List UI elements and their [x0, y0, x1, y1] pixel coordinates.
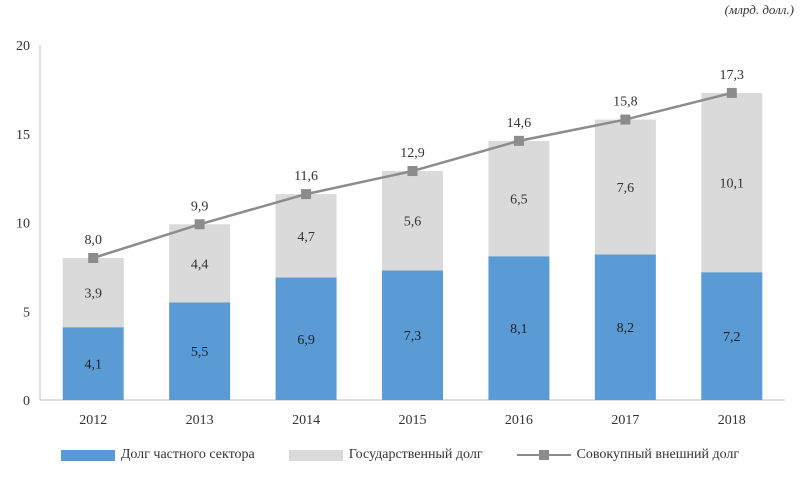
- total-point: [726, 87, 737, 98]
- x-axis: 2012 2013 2014 2015 2016 2017 2018: [40, 399, 785, 428]
- total-point: [513, 135, 524, 146]
- total-point: [194, 219, 205, 230]
- data-label-government: 4,7: [297, 230, 315, 245]
- y-tick-label: 20: [16, 39, 30, 54]
- data-label-government: 3,9: [84, 287, 102, 302]
- data-label-private: 5,5: [191, 345, 209, 360]
- legend-swatch-private: [60, 449, 115, 461]
- total-point: [301, 189, 312, 200]
- data-label-private: 8,1: [510, 322, 528, 337]
- legend-marker-total: [516, 449, 571, 461]
- x-tick-label: 2018: [718, 413, 746, 428]
- legend-label-private: Долг частного сектора: [120, 447, 255, 462]
- y-tick-label: 0: [23, 394, 30, 409]
- data-label-government: 10,1: [720, 177, 745, 192]
- total-point: [407, 166, 418, 177]
- data-label-government: 4,4: [191, 257, 209, 272]
- data-label-government: 7,6: [617, 181, 635, 196]
- x-tick-label: 2016: [505, 413, 533, 428]
- x-tick-label: 2015: [399, 413, 427, 428]
- data-label-total: 15,8: [613, 95, 638, 110]
- bar-private: [275, 277, 337, 400]
- data-label-total: 11,6: [294, 169, 318, 184]
- data-label-total: 12,9: [400, 146, 425, 161]
- bars: [62, 92, 763, 400]
- y-tick-label: 5: [23, 305, 30, 320]
- bar-government: [382, 171, 443, 271]
- data-label-private: 4,1: [84, 358, 102, 373]
- y-tick-label: 15: [16, 128, 30, 143]
- bar-private: [488, 256, 550, 400]
- y-tick-label: 10: [16, 217, 30, 232]
- x-tick-label: 2013: [186, 413, 214, 428]
- bar-government: [62, 258, 124, 328]
- y-axis: 0 5 10 15 20: [16, 39, 41, 409]
- legend-label-government: Государственный долг: [348, 447, 483, 462]
- total-point: [88, 253, 99, 263]
- bar-government: [594, 119, 656, 255]
- bar-private: [594, 254, 656, 400]
- data-label-total: 8,0: [84, 233, 102, 248]
- data-label-government: 5,6: [404, 215, 422, 230]
- data-label-total: 14,6: [507, 116, 532, 131]
- legend-item-total: Совокупный внешний долг: [516, 447, 740, 463]
- x-tick-label: 2017: [611, 413, 639, 428]
- data-label-total: 17,3: [720, 68, 745, 83]
- bar-government: [488, 140, 550, 257]
- data-label-private: 6,9: [297, 333, 315, 348]
- bar-government: [701, 92, 763, 273]
- bar-private: [169, 302, 231, 400]
- legend-swatch-government: [288, 449, 343, 461]
- total-line: [88, 87, 737, 263]
- x-tick-label: 2014: [292, 413, 320, 428]
- legend-item-private: Долг частного сектора: [60, 447, 255, 463]
- data-label-private: 7,3: [404, 329, 422, 344]
- bar-government: [275, 194, 337, 278]
- legend-label-total: Совокупный внешний долг: [576, 447, 740, 462]
- data-labels: 4,1 3,9 5,5 4,4 6,9 4,7 7,3 5,6 8,1 6,5 8,2 7,6 7,2 1…: [84, 68, 744, 373]
- chart-area: 0 5 10 15 20 2012 2013 2014 2015 2016 2017 2018 4,…: [16, 39, 785, 428]
- data-label-government: 6,5: [510, 193, 528, 208]
- unit-label: (млрд. долл.): [724, 2, 794, 17]
- bar-private: [62, 327, 124, 400]
- data-label-total: 9,9: [191, 199, 209, 214]
- data-label-private: 8,2: [617, 321, 635, 336]
- legend-item-government: Государственный долг: [288, 447, 483, 463]
- bar-government: [169, 224, 231, 303]
- legend: Долг частного сектора Государственный до…: [0, 447, 800, 463]
- total-point: [620, 114, 631, 125]
- bar-private: [701, 272, 763, 400]
- bar-private: [382, 270, 443, 400]
- x-tick-label: 2012: [79, 413, 107, 428]
- data-label-private: 7,2: [723, 330, 741, 345]
